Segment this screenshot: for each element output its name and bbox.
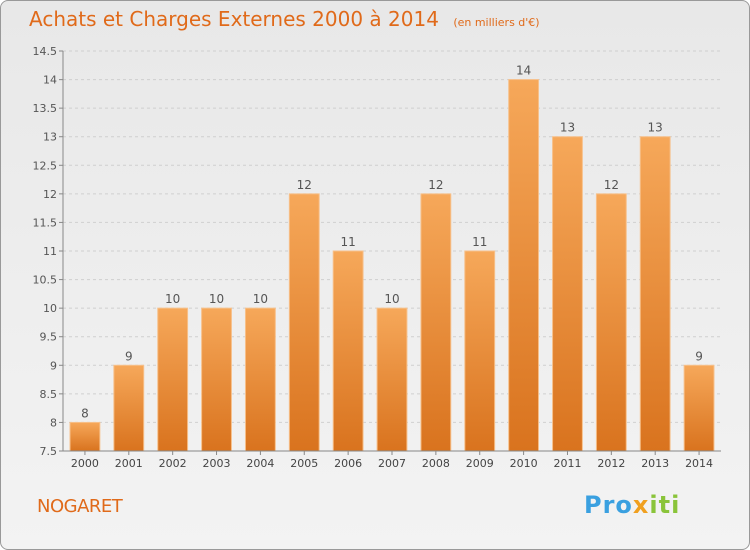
x-tick-label: 2007: [378, 457, 406, 470]
y-tick-label: 8.5: [40, 388, 58, 401]
data-label: 10: [209, 292, 224, 306]
data-label: 12: [604, 178, 619, 192]
proxiti-logo: Proxiti: [584, 491, 680, 519]
bar: [639, 136, 671, 452]
data-label: 9: [695, 349, 703, 363]
x-tick-label: 2005: [290, 457, 318, 470]
x-tick-label: 2000: [71, 457, 99, 470]
data-label: 12: [297, 178, 312, 192]
x-tick-label: 2013: [641, 457, 669, 470]
data-label: 8: [81, 406, 89, 420]
x-tick-label: 2014: [685, 457, 713, 470]
y-tick-label: 14: [43, 74, 57, 87]
bar: [69, 421, 101, 452]
data-label: 11: [472, 235, 487, 249]
x-tick-label: 2010: [510, 457, 538, 470]
x-tick-label: 2008: [422, 457, 450, 470]
data-label: 10: [253, 292, 268, 306]
bar: [376, 307, 408, 452]
y-tick-label: 12: [43, 188, 57, 201]
x-tick-label: 2001: [115, 457, 143, 470]
y-tick-label: 13.5: [33, 102, 58, 115]
bar: [288, 193, 320, 452]
bar: [464, 250, 496, 452]
data-label: 10: [384, 292, 399, 306]
bar: [332, 250, 364, 452]
bars: 8 9 10 10 10 12 11 10 12 11 14 13 12 13 9: [69, 64, 715, 452]
data-label: 13: [648, 121, 663, 135]
y-tick-label: 9: [50, 359, 57, 372]
bar: [508, 79, 540, 452]
x-axis: 2000 2001 2002 2003 2004 2005 2006 2007 2008 2009…: [63, 450, 721, 470]
x-tick-label: 2009: [466, 457, 494, 470]
y-tick-label: 11: [43, 245, 57, 258]
logo-part-2: x: [632, 491, 650, 519]
unit-label: (en milliers d'€): [453, 16, 540, 29]
x-tick-label: 2012: [597, 457, 625, 470]
y-tick-label: 10: [43, 302, 57, 315]
y-tick-label: 12.5: [33, 159, 58, 172]
logo-part-3: iti: [649, 491, 681, 519]
bar: [595, 193, 627, 452]
x-tick-label: 2011: [553, 457, 581, 470]
x-tick-label: 2002: [159, 457, 187, 470]
bar: [244, 307, 276, 452]
data-label: 10: [165, 292, 180, 306]
y-tick-label: 14.5: [33, 45, 58, 58]
bar: [157, 307, 189, 452]
y-tick-label: 7.5: [40, 445, 58, 458]
data-label: 12: [428, 178, 443, 192]
y-axis: 7.5 8 8.5 9 9.5 10 10.5 11 11.5 12 12.5 13 13.5 14 14.…: [33, 45, 64, 458]
y-tick-label: 13: [43, 131, 57, 144]
x-tick-label: 2003: [203, 457, 231, 470]
y-tick-label: 10.5: [33, 274, 58, 287]
bar: [420, 193, 452, 452]
data-label: 13: [560, 121, 575, 135]
data-label: 11: [340, 235, 355, 249]
bar: [683, 364, 715, 452]
y-tick-label: 11.5: [33, 216, 58, 229]
y-tick-label: 9.5: [40, 331, 58, 344]
x-tick-label: 2004: [246, 457, 274, 470]
chart-title: Achats et Charges Externes 2000 à 2014 (…: [29, 7, 540, 31]
y-tick-label: 8: [50, 416, 57, 429]
data-label: 14: [516, 64, 531, 78]
bar: [113, 364, 145, 452]
logo-part-1: Pro: [584, 491, 633, 519]
data-label: 9: [125, 349, 133, 363]
place-name: NOGARET: [37, 496, 123, 517]
title-text: Achats et Charges Externes 2000 à 2014: [29, 7, 439, 31]
x-tick-label: 2006: [334, 457, 362, 470]
bar: [552, 136, 583, 452]
bar: [201, 307, 232, 452]
